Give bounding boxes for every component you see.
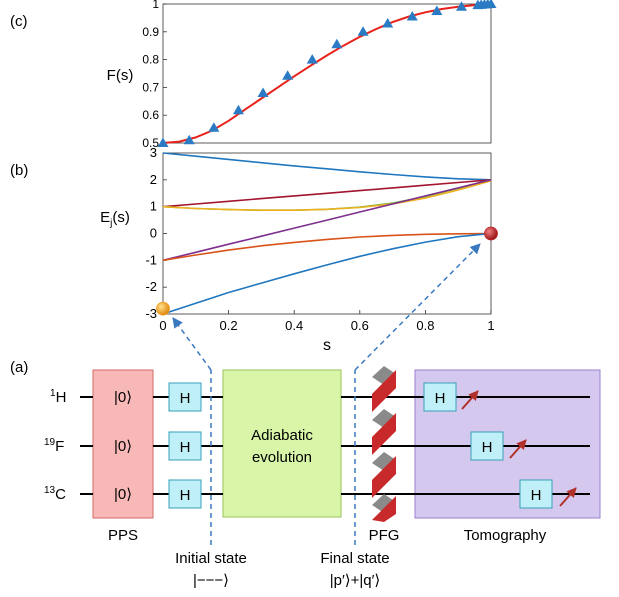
tomography-gate-f [470, 431, 504, 461]
final-state-arrow-icon [354, 243, 481, 371]
fidelity-marker [157, 137, 169, 147]
adiabatic-label-line2: evolution [252, 449, 312, 466]
qubit-label-h: 1H [50, 388, 66, 406]
energy-xtick-label: 0.8 [416, 318, 434, 333]
energy-xtick-label: 1 [487, 318, 494, 333]
measurement-arrow-icon-f [509, 439, 527, 459]
initial-state-label: Initial state [175, 550, 247, 567]
energy-level-line-7 [162, 232, 492, 315]
final-state-point [484, 226, 498, 241]
fidelity-marker [331, 38, 343, 49]
energy-xtick-label: 0 [159, 318, 166, 333]
energy-ylabel: Ej(s) [100, 209, 130, 229]
fidelity-marker [357, 26, 369, 36]
initial-state-arrow-icon [172, 317, 212, 371]
energy-ytick-label: 2 [150, 172, 157, 187]
hadamard-gate-h [168, 382, 202, 412]
pfg-gradient-icon [372, 366, 396, 522]
tomography-gate-label-c: H [531, 487, 542, 504]
fidelity-ytick-label: 0.7 [142, 80, 159, 94]
energy-level-line-2 [162, 179, 492, 208]
tomography-gate-label-f: H [482, 439, 493, 456]
fidelity-ytick-label: 0.6 [142, 108, 159, 122]
fidelity-marker [232, 104, 244, 115]
pps-state-f: |0⟩ [114, 438, 132, 455]
hadamard-label-c: H [180, 487, 191, 504]
panel-a-label: (a) [10, 359, 28, 376]
fidelity-curve [162, 3, 492, 144]
measurement-arrow-icon-h [461, 390, 479, 410]
energy-xtick-label: 0.6 [351, 318, 369, 333]
hadamard-gate-c [168, 479, 202, 509]
panel-b-label: (b) [10, 162, 28, 179]
fidelity-marker [257, 87, 269, 97]
qubit-label-c: 13C [44, 485, 66, 503]
tomography-label: Tomography [464, 527, 547, 544]
energy-chart: Ej(s) s -3 -2 -1 0 1 2 3 0 0.2 0.4 0.6 0.8 1 [100, 145, 498, 354]
fidelity-ytick-label: 0.9 [142, 25, 159, 39]
pfg-label: PFG [369, 527, 400, 544]
hadamard-gate-f [168, 431, 202, 461]
hadamard-label-f: H [180, 439, 191, 456]
adiabatic-evolution-box [222, 369, 342, 518]
fidelity-marker [485, 0, 497, 8]
initial-state-point [156, 301, 170, 316]
energy-ytick-label: 1 [150, 199, 157, 214]
energy-ytick-label: -2 [145, 279, 157, 294]
fidelity-ytick-label: 0.5 [142, 136, 159, 150]
pps-box [92, 369, 154, 519]
energy-ytick-label: 0 [150, 226, 157, 241]
energy-level-line-1 [162, 152, 492, 181]
energy-ytick-label: -3 [145, 306, 157, 321]
fidelity-marker [208, 122, 220, 132]
fidelity-marker [382, 17, 394, 28]
panel-c-label: (c) [10, 13, 28, 30]
energy-level-line-6 [162, 232, 492, 262]
tomography-gate-label-h: H [435, 390, 446, 407]
qubit-label-f: 19F [44, 437, 64, 455]
fidelity-axes-box [162, 3, 492, 144]
hadamard-label-h: H [180, 390, 191, 407]
fidelity-ytick-label: 1 [152, 0, 159, 11]
pps-state-c: |0⟩ [114, 486, 132, 503]
energy-level-line-4 [162, 180, 492, 211]
fidelity-ytick-label: 0.8 [142, 53, 159, 67]
energy-ytick-label: 3 [150, 145, 157, 160]
final-state-label: Final state [320, 550, 389, 567]
initial-state-value: |−−−⟩ [193, 572, 229, 589]
energy-xlabel: s [323, 337, 331, 354]
fidelity-marker [306, 54, 318, 64]
tomography-gate-c [519, 479, 553, 509]
fidelity-marker [431, 5, 443, 15]
energy-ytick-label: -1 [145, 252, 157, 267]
fidelity-marker [406, 11, 418, 21]
measurement-arrow-icon-c [559, 487, 577, 507]
fidelity-marker [282, 70, 294, 80]
fidelity-ylabel: F(s) [107, 67, 134, 84]
final-state-value: |p′⟩+|q′⟩ [330, 572, 381, 589]
fidelity-chart: F(s) 0.5 0.6 0.7 0.8 0.9 1 [107, 0, 497, 150]
pps-label: PPS [108, 527, 138, 544]
fidelity-marker [183, 134, 195, 145]
pps-state-h: |0⟩ [114, 389, 132, 406]
energy-xtick-label: 0.4 [285, 318, 303, 333]
fidelity-marker [455, 1, 467, 11]
energy-level-line-5 [162, 179, 492, 262]
energy-xtick-label: 0.2 [220, 318, 238, 333]
adiabatic-label-line1: Adiabatic [251, 427, 313, 444]
tomography-gate-h [423, 382, 457, 412]
